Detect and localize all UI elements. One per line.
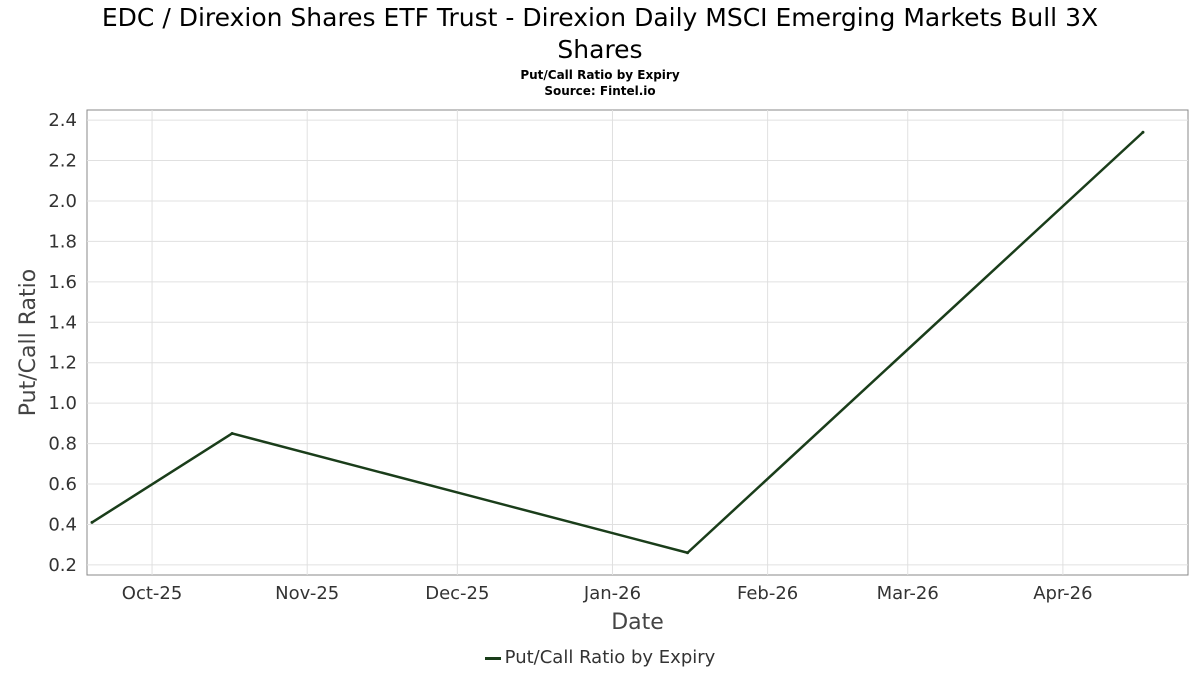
y-tick-label: 0.4 bbox=[48, 514, 77, 535]
data-point bbox=[686, 551, 690, 555]
chart-title-line2: Shares bbox=[557, 35, 643, 64]
x-tick-label: Dec-25 bbox=[425, 583, 489, 604]
chart-subtitle: Put/Call Ratio by Expiry bbox=[520, 68, 680, 82]
y-tick-label: 2.0 bbox=[48, 191, 77, 212]
y-tick-label: 0.2 bbox=[48, 555, 77, 576]
chart-source: Source: Fintel.io bbox=[544, 84, 656, 98]
y-tick-label: 2.2 bbox=[48, 151, 77, 172]
x-axis-title: Date bbox=[611, 610, 664, 635]
series-line bbox=[91, 131, 1144, 555]
y-tick-label: 1.0 bbox=[48, 393, 77, 414]
legend: Put/Call Ratio by Expiry bbox=[0, 647, 1200, 668]
data-point bbox=[1141, 130, 1145, 134]
x-tick-label: Nov-25 bbox=[275, 583, 339, 604]
y-tick-label: 1.4 bbox=[48, 312, 77, 333]
y-tick-label: 1.6 bbox=[48, 272, 77, 293]
data-point bbox=[230, 431, 234, 435]
x-tick-label: Feb-26 bbox=[737, 583, 798, 604]
y-tick-label: 0.8 bbox=[48, 434, 77, 455]
y-tick-label: 2.4 bbox=[48, 110, 77, 131]
chart-title: EDC / Direxion Shares ETF Trust - Direxi… bbox=[0, 2, 1200, 66]
x-tick-label: Apr-26 bbox=[1033, 583, 1092, 604]
legend-swatch bbox=[484, 656, 501, 660]
data-point bbox=[90, 520, 94, 524]
legend-label: Put/Call Ratio by Expiry bbox=[504, 647, 716, 668]
plot-area-border bbox=[86, 109, 1189, 576]
x-tick-label: Oct-25 bbox=[122, 583, 183, 604]
x-tick-label: Mar-26 bbox=[877, 583, 939, 604]
chart-title-line1: EDC / Direxion Shares ETF Trust - Direxi… bbox=[101, 3, 1099, 32]
x-tick-label: Jan-26 bbox=[583, 583, 641, 604]
y-tick-label: 0.6 bbox=[48, 474, 77, 495]
y-tick-label: 1.8 bbox=[48, 231, 77, 252]
y-axis-title: Put/Call Ratio bbox=[16, 269, 41, 416]
y-tick-label: 1.2 bbox=[48, 353, 77, 374]
